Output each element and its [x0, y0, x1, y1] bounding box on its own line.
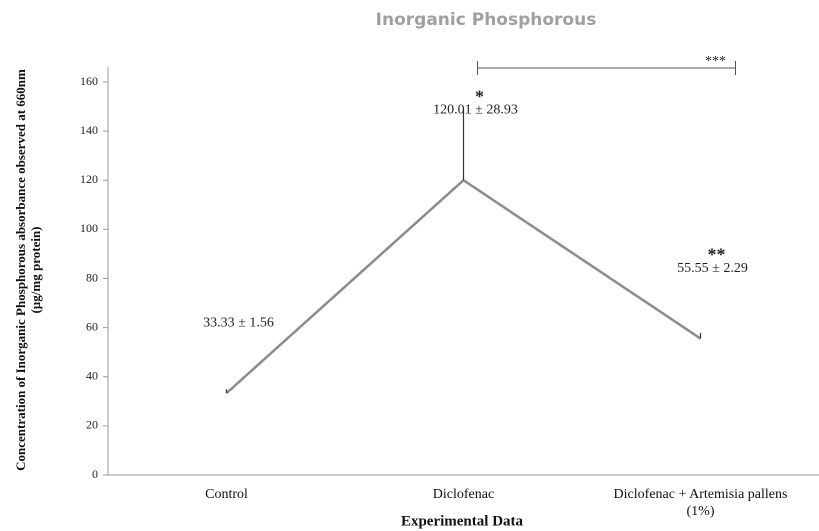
data-label: 55.55 ± 2.29 — [677, 261, 748, 276]
y-tick-label: 100 — [80, 221, 98, 235]
y-tick-label: 0 — [92, 467, 98, 481]
y-tick-label: 160 — [80, 74, 98, 88]
y-tick-label: 120 — [80, 172, 98, 186]
x-tick-label: Control — [205, 487, 248, 502]
y-tick-label: 140 — [80, 123, 98, 137]
significance: * — [475, 86, 484, 106]
significance: ** — [708, 245, 726, 265]
y-tick-label: 60 — [86, 319, 98, 333]
data-label: 33.33 ± 1.56 — [203, 315, 274, 330]
y-tick-label: 20 — [86, 418, 98, 432]
bracket — [477, 61, 736, 75]
x-tick-label: Diclofenac — [432, 487, 495, 502]
x-tick-label: Diclofenac + Artemisia pallens (1%) — [613, 487, 788, 519]
y-tick-label: 80 — [86, 270, 98, 284]
chart-title: Inorganic Phosphorous — [376, 10, 597, 30]
y-axis-label: Concentration of Inorganic Phosphorous a… — [13, 69, 43, 471]
bracket-label: *** — [705, 54, 726, 69]
x-axis-label: Experimental Data — [401, 513, 524, 529]
data-label: 120.01 ± 28.93 — [433, 102, 518, 117]
data-line — [225, 178, 702, 395]
y-tick-label: 40 — [86, 369, 98, 383]
